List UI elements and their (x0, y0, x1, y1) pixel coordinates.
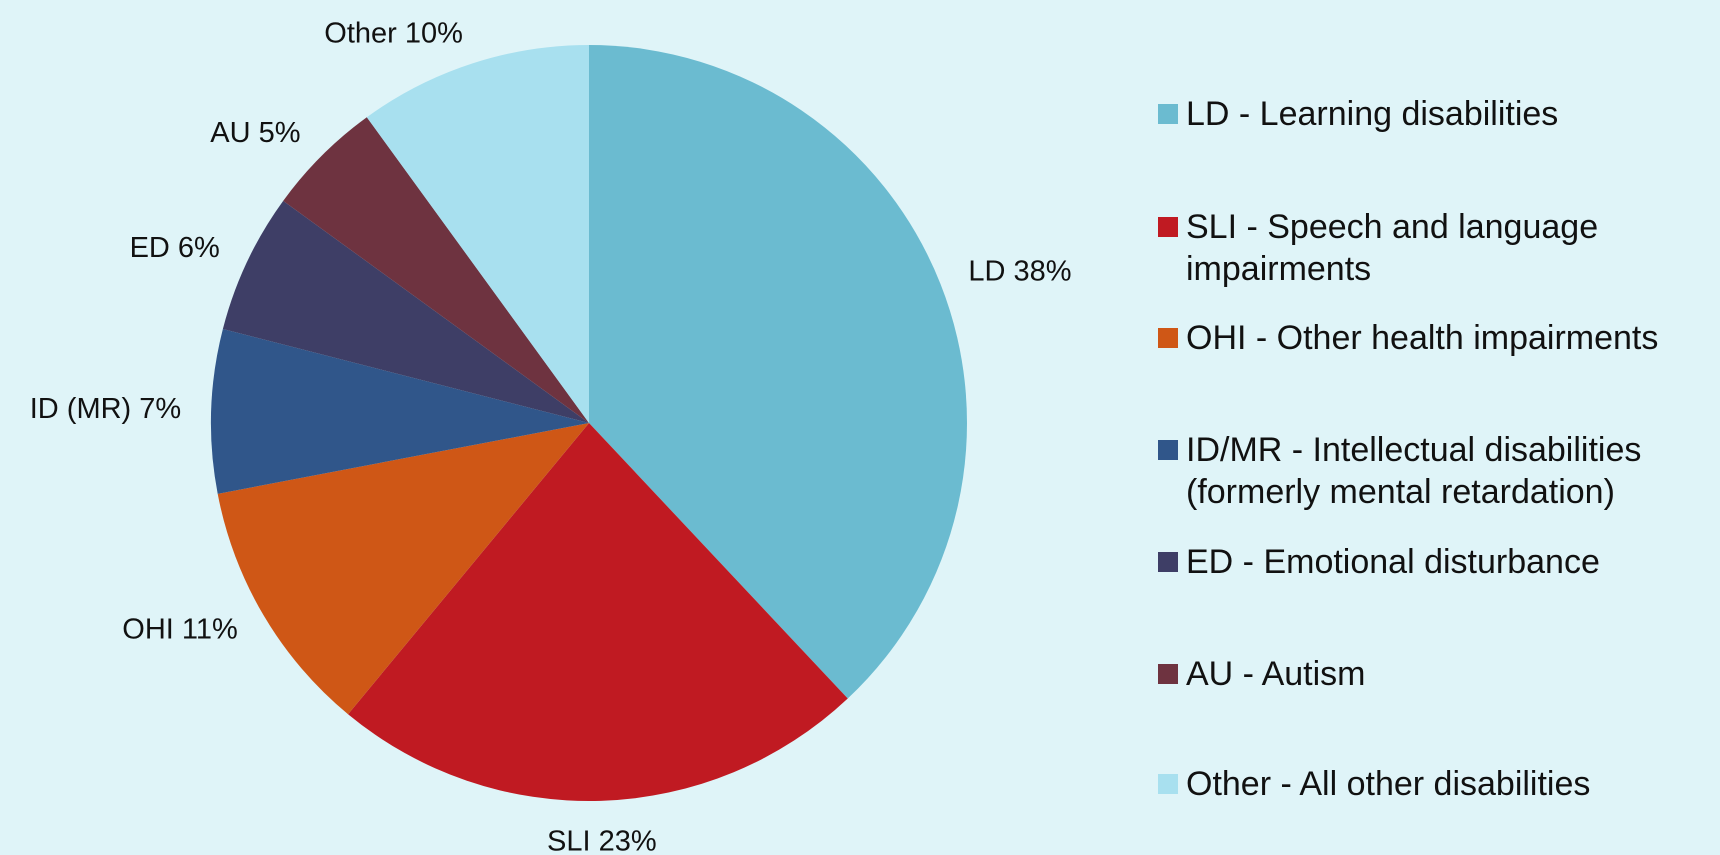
legend-swatch (1158, 440, 1178, 460)
data-label: Other 10% (324, 18, 463, 50)
data-label: LD 38% (968, 255, 1071, 287)
pie-slice (217, 423, 589, 715)
legend-entry: ED - Emotional disturbance (1158, 541, 1718, 583)
legend-entry: AU - Autism (1158, 653, 1718, 695)
legend-swatch (1158, 664, 1178, 684)
pie-slice (222, 200, 590, 423)
legend-swatch (1158, 552, 1178, 572)
legend-label: SLI - Speech and language impairments (1186, 208, 1599, 288)
pie-slice (366, 45, 589, 423)
pie-slice (589, 45, 967, 699)
data-label: OHI 11% (122, 613, 238, 645)
legend-entry: Other - All other disabilities (1158, 763, 1718, 805)
data-label: ED 6% (130, 232, 220, 264)
data-label: AU 5% (210, 117, 300, 149)
legend-entry: LD - Learning disabilities (1158, 93, 1718, 135)
pie-slice (348, 423, 848, 801)
legend-swatch (1158, 328, 1178, 348)
legend-label: AU - Autism (1186, 655, 1366, 693)
legend-entry: OHI - Other health impairments (1158, 317, 1718, 359)
legend-label: LD - Learning disabilities (1186, 95, 1559, 133)
pie-slice (210, 328, 589, 494)
legend-label: OHI - Other health impairments (1186, 319, 1659, 357)
legend-swatch (1158, 774, 1178, 794)
legend-label: Other - All other disabilities (1186, 765, 1591, 803)
legend-entry: SLI - Speech and language impairments (1158, 206, 1718, 290)
legend-label: ED - Emotional disturbance (1186, 543, 1600, 581)
legend-label: ID/MR - Intellectual disabilities (forme… (1186, 431, 1642, 511)
legend-swatch (1158, 217, 1178, 237)
legend-entry: ID/MR - Intellectual disabilities (forme… (1158, 429, 1718, 513)
legend-swatch (1158, 104, 1178, 124)
data-label: ID (MR) 7% (30, 393, 181, 425)
pie-slice (283, 117, 589, 423)
data-label: SLI 23% (547, 825, 657, 855)
